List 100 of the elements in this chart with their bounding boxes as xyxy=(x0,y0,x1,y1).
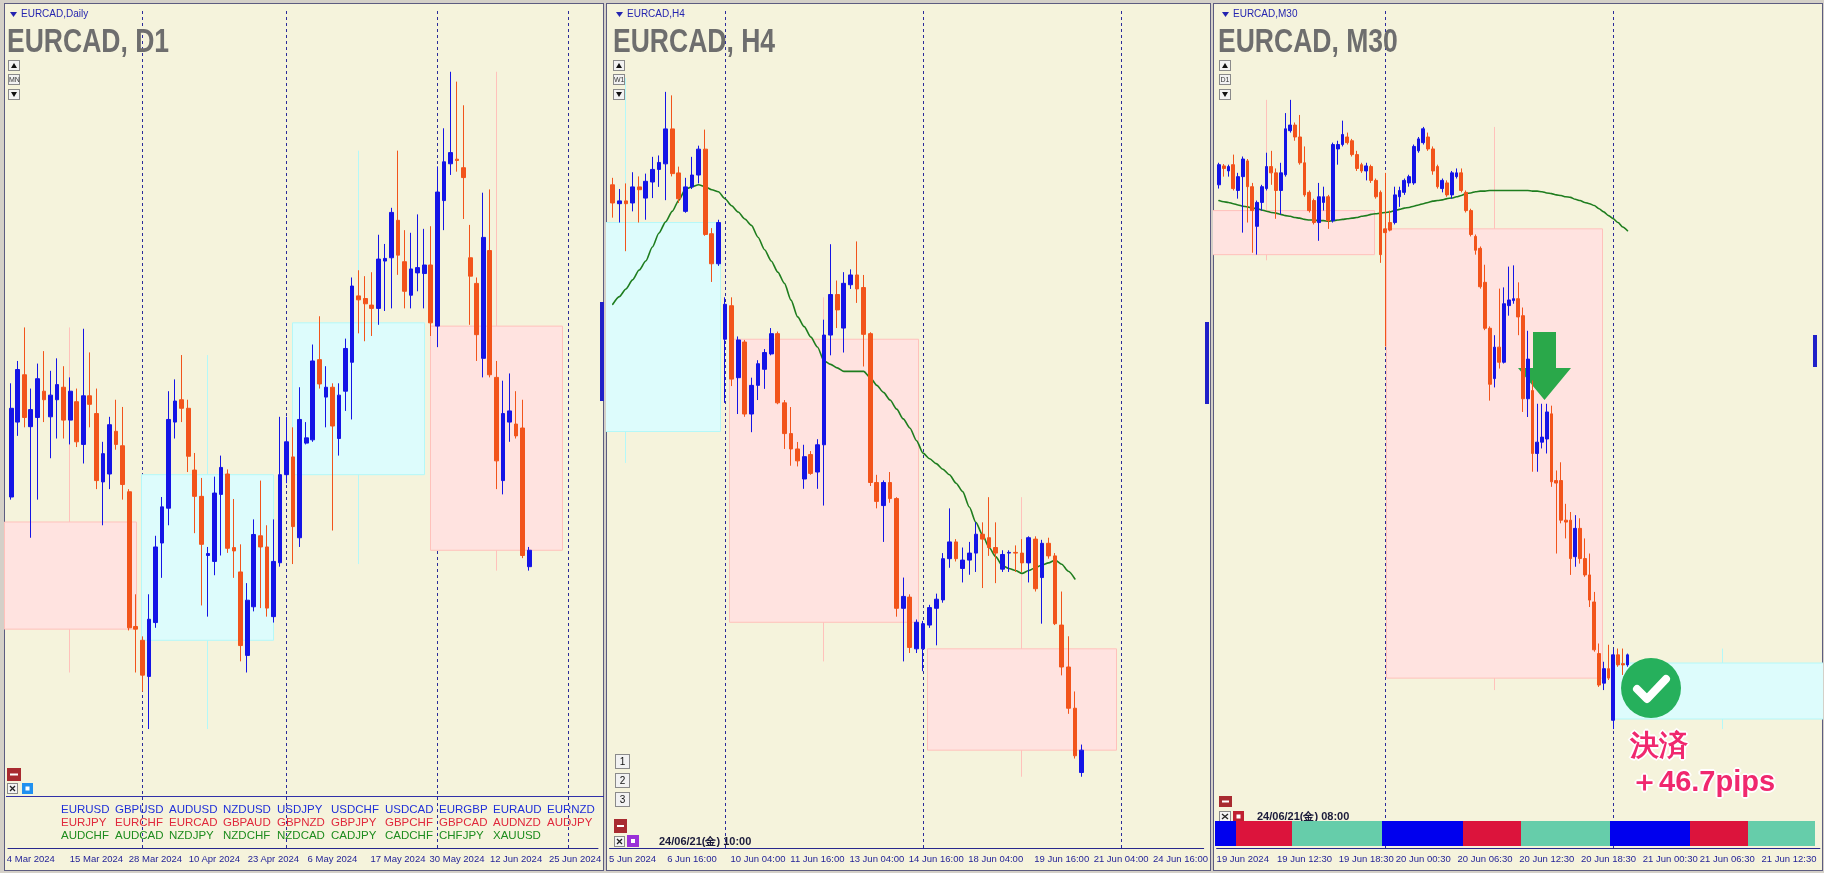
candlestick xyxy=(1326,194,1330,230)
candlestick xyxy=(219,455,223,557)
candlestick xyxy=(28,388,33,539)
candlestick xyxy=(291,426,295,565)
candlestick xyxy=(835,280,840,329)
candlestick xyxy=(166,390,171,526)
candlestick xyxy=(474,276,479,362)
candlestick xyxy=(782,399,787,450)
candlestick xyxy=(265,524,269,618)
candlestick xyxy=(1459,167,1463,193)
annotation: 決済 xyxy=(1630,729,1688,762)
candlestick xyxy=(1066,635,1071,715)
candlestick xyxy=(409,232,413,309)
candlestick xyxy=(881,479,886,543)
candlestick xyxy=(1040,539,1044,625)
candlestick xyxy=(527,546,532,572)
candlestick xyxy=(284,416,289,484)
candlestick xyxy=(81,328,86,464)
candlestick xyxy=(4,326,137,674)
candlestick xyxy=(363,275,368,342)
candlestick xyxy=(1364,162,1368,181)
candlestick xyxy=(960,547,965,583)
candlestick xyxy=(494,360,499,490)
candlestick xyxy=(317,315,322,390)
candlestick xyxy=(1445,179,1449,198)
candlestick xyxy=(742,339,747,418)
candlestick xyxy=(337,382,341,457)
candlestick xyxy=(199,477,204,606)
candlestick xyxy=(848,268,853,290)
candlestick xyxy=(396,150,400,276)
candlestick xyxy=(22,326,27,428)
candlestick xyxy=(1079,744,1084,778)
candlestick xyxy=(815,438,820,490)
candlestick xyxy=(101,441,105,526)
x-tick-label: 4 Mar 2024 xyxy=(6,852,55,864)
x-tick-label: 11 Jun 16:00 xyxy=(790,852,845,864)
candlestick xyxy=(1053,552,1057,626)
candlestick xyxy=(1231,154,1235,191)
candlestick xyxy=(1013,544,1018,573)
x-tick-label: 20 Jun 00:30 xyxy=(1395,852,1451,864)
candlestick xyxy=(153,535,158,629)
x-tick-label: 21 Jun 06:30 xyxy=(1699,852,1755,864)
candlestick xyxy=(369,271,374,337)
candlestick xyxy=(934,593,939,646)
candlestick xyxy=(487,188,492,378)
candlestick xyxy=(901,577,906,662)
candlestick xyxy=(927,604,932,629)
candlestick xyxy=(1000,549,1005,573)
candlestick xyxy=(186,399,191,473)
candlestick xyxy=(637,175,642,224)
chart-subtitle: EURCAD,Daily xyxy=(21,8,89,20)
x-tick-label: 6 Jun 16:00 xyxy=(667,852,717,864)
x-tick-label: 20 Jun 06:30 xyxy=(1457,852,1513,864)
candlestick xyxy=(808,450,813,476)
candlestick xyxy=(507,372,512,443)
chart-title: EURCAD, D1 xyxy=(7,21,170,59)
candlestick xyxy=(356,269,361,334)
candlestick xyxy=(147,593,151,730)
candlestick xyxy=(914,618,919,654)
candlestick xyxy=(927,496,1117,778)
candlestick xyxy=(1217,162,1221,190)
candlestick xyxy=(1393,186,1397,225)
candlestick xyxy=(630,171,635,212)
candlestick xyxy=(1026,535,1031,583)
x-tick-label: 19 Jun 2024 xyxy=(1216,852,1269,864)
x-tick-label: 19 Jun 18:30 xyxy=(1338,852,1394,864)
candlestick xyxy=(1033,535,1038,593)
candlestick xyxy=(278,416,282,568)
candlestick xyxy=(987,496,991,557)
candlestick xyxy=(192,452,197,534)
candlestick xyxy=(980,521,985,589)
candlestick xyxy=(1592,591,1596,653)
candlestick xyxy=(1597,643,1601,688)
x-tick-label: 18 Jun 04:00 xyxy=(968,852,1024,864)
candlestick xyxy=(624,182,628,252)
candlestick xyxy=(520,399,525,559)
x-tick-label: 5 Jun 2024 xyxy=(609,852,657,864)
number-button: 1 xyxy=(615,754,630,769)
text: ＋46.7pips xyxy=(1630,765,1776,798)
x-tick-label: 10 Apr 2024 xyxy=(188,852,241,864)
candlestick xyxy=(455,81,459,173)
candlestick xyxy=(921,620,925,672)
candlestick xyxy=(140,635,145,693)
candlestick xyxy=(428,225,433,337)
candlestick xyxy=(107,416,112,490)
candlestick xyxy=(448,71,453,176)
x-tick-label: 28 Mar 2024 xyxy=(128,852,183,864)
candlestick xyxy=(841,271,846,354)
candlestick xyxy=(795,441,800,467)
candlestick xyxy=(179,354,184,423)
x-tick-label: 19 Jun 16:00 xyxy=(1034,852,1090,864)
candlestick xyxy=(501,380,505,495)
candlestick xyxy=(974,521,978,573)
candlestick xyxy=(775,331,780,405)
candlestick xyxy=(861,274,866,367)
candlestick xyxy=(225,468,230,554)
candlestick xyxy=(114,399,118,451)
candlestick xyxy=(350,276,354,420)
x-tick-label: 15 Mar 2024 xyxy=(69,852,124,864)
x-tick-label: 23 Apr 2024 xyxy=(247,852,300,864)
